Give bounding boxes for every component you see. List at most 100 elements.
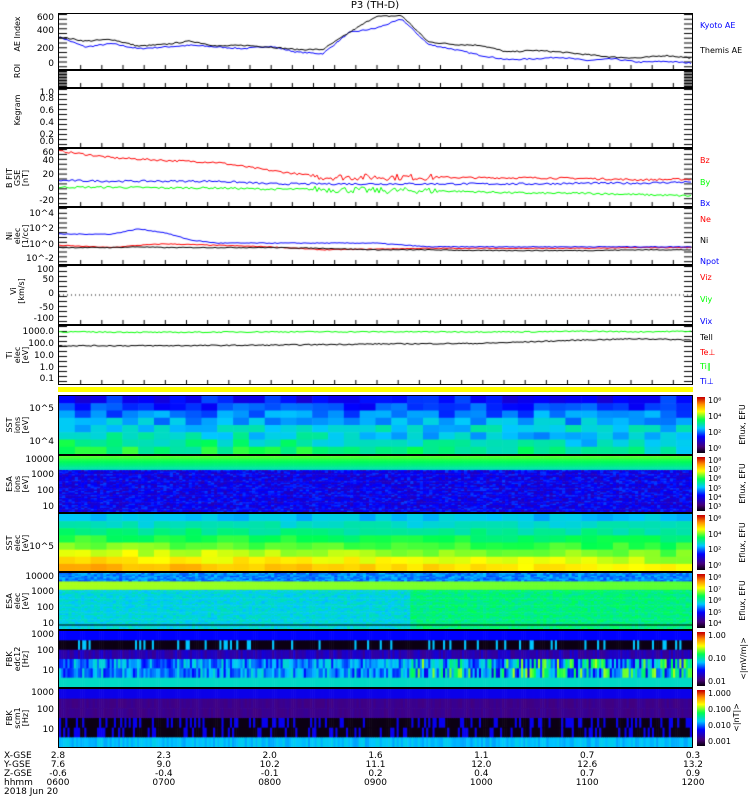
panel-ni bbox=[58, 207, 693, 265]
y-tick-label: 1000 bbox=[31, 630, 54, 640]
legend-ne: Ne bbox=[700, 215, 711, 224]
y-tick-label: 10 bbox=[42, 725, 54, 736]
x-axis-t-value: 0800 bbox=[258, 778, 282, 788]
y-tick-label: 100.0 bbox=[28, 339, 54, 350]
colorbar-tick-label: 10⁴ bbox=[708, 619, 722, 628]
y-tick-label: 10 bbox=[42, 619, 54, 629]
y-tick-label: 10 bbox=[42, 502, 54, 512]
legend-kyotoae: Kyoto AE bbox=[700, 21, 736, 30]
bfit-canvas bbox=[59, 149, 692, 206]
x-axis-row-label: X-GSE bbox=[4, 751, 32, 761]
y-tick-label: 1000 bbox=[31, 688, 54, 698]
legend-themisae: Themis AE bbox=[700, 46, 743, 55]
x-axis-y-value: 10.2 bbox=[259, 760, 280, 770]
y-tick-label: 20 bbox=[42, 169, 54, 180]
colorbar-tick-label: 10⁵ bbox=[708, 607, 722, 617]
y-tick-label: 10.0 bbox=[33, 351, 54, 362]
colorbar-title: <|mV/m|> bbox=[738, 637, 748, 680]
y-tick-label: 0 bbox=[48, 183, 54, 194]
y-tick-label: 1000 bbox=[31, 469, 54, 480]
panel-ti bbox=[58, 325, 693, 385]
colorbar-tick-label: 0.10 bbox=[708, 654, 726, 663]
roi-bar bbox=[58, 387, 693, 392]
y-axis-label: ESA ions [eV] bbox=[5, 475, 30, 493]
x-axis-x-value: 2.0 bbox=[262, 751, 277, 761]
y-tick-label: 10^-2 bbox=[26, 254, 54, 264]
legend-by: By bbox=[700, 177, 711, 187]
x-axis-y-value: 12.0 bbox=[471, 760, 492, 770]
y-tick-label: 60 bbox=[42, 148, 54, 158]
panel-fbk1 bbox=[58, 630, 693, 688]
esa_e-canvas bbox=[59, 573, 692, 629]
y-tick-label: 200 bbox=[36, 43, 54, 54]
x-axis-x-value: 2.8 bbox=[50, 751, 66, 761]
y-tick-label: -20 bbox=[39, 196, 54, 206]
x-axis-z-value: 0.7 bbox=[579, 769, 595, 779]
esa_i-canvas bbox=[59, 456, 692, 512]
panel-esa_e bbox=[58, 572, 693, 630]
y-tick-label: 100 bbox=[36, 646, 54, 657]
ti-canvas bbox=[59, 326, 692, 384]
x-axis-t-value: 1100 bbox=[575, 778, 599, 788]
y-tick-label: 600 bbox=[36, 13, 54, 23]
colorbar-tick-label: 10³ bbox=[708, 502, 722, 511]
colorbar-tick-label: 10⁸ bbox=[708, 573, 722, 582]
x-axis-z-value: -0.6 bbox=[49, 769, 67, 779]
x-axis-z-value: 0.4 bbox=[474, 769, 489, 779]
legend-viy: Viy bbox=[700, 295, 713, 304]
panel-bfit bbox=[58, 148, 693, 207]
legend-ti: Ti∥ bbox=[700, 362, 711, 372]
legend-ti: Ti⊥ bbox=[700, 377, 714, 386]
x-axis-y-value: 7.6 bbox=[50, 760, 66, 770]
y-tick-label: 0.4 bbox=[39, 118, 54, 128]
x-axis-z-value: -0.4 bbox=[155, 769, 173, 779]
x-axis-z-value: 0.2 bbox=[368, 769, 383, 779]
y-tick-label: 0.8 bbox=[39, 94, 54, 104]
colorbar-title: Eflux, EFU bbox=[737, 521, 747, 563]
legend-vix: Vix bbox=[700, 317, 713, 326]
plot-title: P3 (TH-D) bbox=[350, 0, 400, 11]
roi-canvas bbox=[59, 71, 692, 87]
x-axis-x-value: 0.3 bbox=[685, 751, 701, 761]
y-tick-label: 10^0 bbox=[29, 239, 54, 250]
legend-bx: Bx bbox=[700, 199, 711, 208]
x-axis-x-value: 0.7 bbox=[579, 751, 595, 761]
legend-viz: Viz bbox=[700, 273, 712, 282]
y-axis-label: FBK scm1 [Hz] bbox=[5, 707, 30, 729]
y-tick-label: 1.0 bbox=[39, 88, 54, 98]
y-tick-label: 10^2 bbox=[29, 224, 54, 235]
panel-esa_i bbox=[58, 455, 693, 513]
y-tick-label: 10 bbox=[42, 665, 54, 676]
vi-canvas bbox=[59, 266, 692, 324]
y-tick-label: 40 bbox=[42, 155, 54, 166]
y-tick-label: 0 bbox=[48, 59, 54, 69]
legend-npot: Npot bbox=[700, 257, 720, 266]
y-tick-label: 0 bbox=[48, 289, 54, 299]
y-tick-label: -50 bbox=[39, 302, 54, 313]
colorbar-tick-label: 10⁶ bbox=[708, 396, 722, 405]
colorbar-tick-label: 0.001 bbox=[708, 737, 731, 746]
x-axis-x-value: 1.6 bbox=[368, 751, 383, 761]
fbk2-canvas bbox=[59, 689, 692, 747]
y-tick-label: 100 bbox=[36, 486, 54, 497]
x-axis-z-value: -0.1 bbox=[260, 769, 279, 779]
x-axis-y-value: 9.0 bbox=[156, 760, 171, 770]
colorbar-tick-label: 10⁷ bbox=[708, 465, 722, 475]
x-axis-y-value: 13.2 bbox=[682, 760, 704, 770]
y-tick-label: 1000 bbox=[31, 586, 54, 597]
x-axis-x-value: 1.1 bbox=[474, 751, 489, 761]
colorbar-tick-label: 10⁴ bbox=[708, 492, 722, 502]
x-axis-t-value: 1000 bbox=[469, 778, 493, 788]
panel-roi bbox=[58, 70, 693, 88]
x-axis-row-label: hhmm bbox=[4, 778, 33, 788]
colorbar-tick-label: 10⁰ bbox=[708, 561, 722, 570]
colorbar-tick-label: 10⁶ bbox=[708, 514, 722, 523]
colorbar bbox=[697, 574, 705, 628]
colorbar-tick-label: 10² bbox=[708, 428, 722, 437]
colorbar bbox=[697, 397, 705, 453]
y-tick-label: 0.2 bbox=[39, 130, 54, 140]
y-tick-label: 10^4 bbox=[29, 208, 54, 219]
colorbar-title: Eflux, EFU bbox=[737, 580, 747, 621]
colorbar-tick-label: 10⁶ bbox=[708, 474, 722, 484]
y-tick-label: 10000 bbox=[25, 572, 54, 582]
